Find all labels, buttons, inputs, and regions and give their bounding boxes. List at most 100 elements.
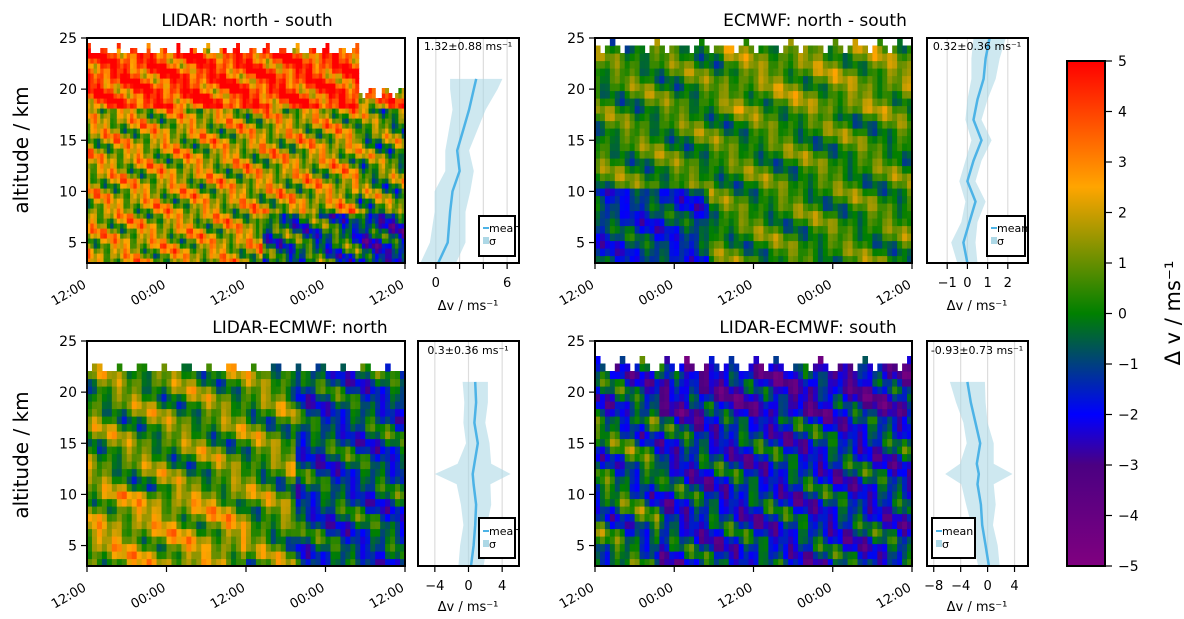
heatmap-cell — [328, 218, 333, 224]
heatmap-cell — [328, 78, 333, 84]
heatmap-cell — [684, 90, 690, 99]
heatmap-cell — [282, 178, 287, 184]
heatmap-cell — [639, 53, 646, 62]
heatmap-cell — [173, 68, 178, 74]
heatmap-cell — [723, 83, 730, 92]
heatmap-cell — [391, 128, 396, 134]
heatmap-cell — [133, 53, 138, 59]
heatmap-cell — [312, 223, 317, 229]
heatmap-cell — [269, 258, 274, 264]
heatmap-cell — [193, 143, 197, 149]
heatmap-cell — [338, 198, 343, 204]
heatmap-cell — [299, 168, 303, 174]
heatmap-cell — [96, 123, 101, 129]
heatmap-cell — [186, 178, 191, 184]
heatmap-cell — [193, 98, 197, 104]
heatmap-cell — [156, 158, 161, 164]
heatmap-cell — [285, 63, 290, 69]
heatmap-cell — [305, 58, 310, 64]
heatmap-cell — [93, 178, 98, 184]
heatmap-cell — [90, 168, 95, 174]
heatmap-cell — [116, 43, 121, 49]
heatmap-cell — [212, 203, 217, 209]
heatmap-cell — [733, 188, 740, 197]
heatmap-cell — [275, 183, 280, 189]
heatmap-cell — [239, 213, 244, 219]
heatmap-cell — [738, 240, 745, 249]
heatmap-cell — [116, 173, 121, 179]
heatmap-cell — [212, 178, 217, 184]
heatmap-cell — [156, 208, 161, 214]
heatmap-cell — [252, 193, 257, 199]
heatmap-cell — [609, 188, 616, 197]
heatmap-cell — [342, 108, 346, 114]
heatmap-cell — [378, 208, 383, 214]
heatmap-cell — [743, 143, 750, 152]
heatmap-cell — [236, 108, 240, 114]
heatmap-cell — [292, 148, 297, 154]
heatmap-cell — [193, 48, 197, 54]
heatmap-cell — [249, 123, 254, 129]
heatmap-cell — [176, 113, 181, 119]
heatmap-cell — [659, 158, 665, 167]
heatmap-cell — [146, 168, 151, 174]
heatmap-cell — [335, 58, 340, 64]
heatmap-cell — [236, 118, 240, 124]
heatmap-cell — [699, 53, 705, 62]
heatmap-cell — [753, 120, 760, 129]
heatmap-cell — [259, 68, 264, 74]
heatmap-cell — [159, 218, 164, 224]
heatmap-cell — [368, 193, 373, 199]
heatmap-cell — [262, 88, 267, 94]
heatmap-cell — [332, 233, 337, 239]
heatmap-cell — [259, 173, 264, 179]
heatmap-cell — [713, 105, 720, 114]
heatmap-cell — [338, 113, 343, 119]
heatmap-cell — [338, 48, 343, 54]
heatmap-cell — [644, 98, 651, 107]
heatmap-cell — [358, 138, 363, 144]
heatmap-cell — [183, 198, 187, 204]
heatmap-cell — [289, 138, 293, 144]
heatmap-cell — [684, 113, 690, 122]
heatmap-cell — [322, 98, 327, 104]
heatmap-cell — [388, 233, 393, 239]
heatmap-cell — [130, 213, 134, 219]
heatmap-cell — [699, 218, 705, 227]
heatmap-cell — [219, 173, 224, 179]
heatmap-cell — [669, 180, 675, 189]
heatmap-cell — [216, 78, 221, 84]
heatmap-cell — [123, 248, 128, 254]
heatmap-cell — [269, 103, 274, 109]
heatmap-cell — [126, 158, 131, 164]
heatmap-cell — [669, 165, 675, 174]
heatmap-cell — [753, 135, 760, 144]
heatmap-cell — [166, 78, 171, 84]
heatmap-cell — [202, 258, 207, 264]
heatmap-cell — [265, 93, 270, 99]
heatmap-cell — [153, 213, 158, 219]
heatmap-cell — [110, 248, 115, 254]
heatmap-cell — [279, 48, 284, 54]
heatmap-cell — [90, 173, 95, 179]
heatmap-cell — [355, 103, 360, 109]
heatmap-cell — [614, 143, 621, 152]
heatmap-cell — [255, 228, 260, 234]
heatmap-cell — [96, 53, 101, 59]
heatmap-cell — [325, 148, 330, 154]
heatmap-cell — [259, 218, 264, 224]
heatmap-cell — [295, 208, 300, 214]
heatmap-cell — [196, 73, 201, 79]
heatmap-cell — [219, 98, 224, 104]
heatmap-cell — [378, 213, 383, 219]
heatmap-cell — [398, 113, 403, 119]
heatmap-cell — [272, 63, 277, 69]
heatmap-cell — [255, 123, 260, 129]
heatmap-cell — [345, 133, 350, 139]
heatmap-cell — [385, 98, 390, 104]
heatmap-cell — [629, 248, 636, 257]
heatmap-cell — [262, 178, 267, 184]
heatmap-cell — [103, 153, 108, 159]
heatmap-cell — [90, 178, 95, 184]
heatmap-cell — [322, 178, 327, 184]
